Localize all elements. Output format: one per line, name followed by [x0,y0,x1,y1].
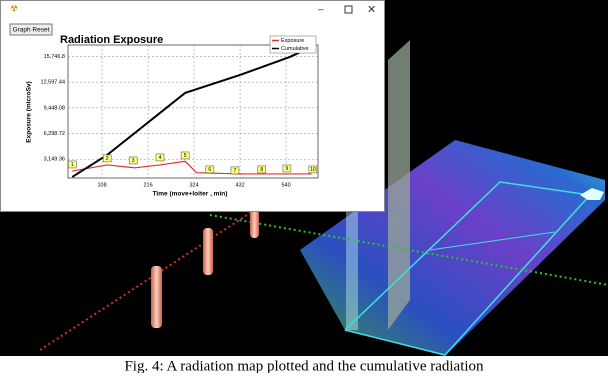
chart-title: Radiation Exposure [60,34,163,46]
x-tick-label: 540 [281,182,290,188]
screenshot: ☢ – ✕ Graph Reset Radiation Exposure Tim… [0,0,608,373]
point-marker-label: 9 [286,166,289,172]
x-tick-label: 432 [235,182,244,188]
point-marker-label: 5 [184,153,187,159]
point-marker-label: 7 [234,168,237,174]
y-tick-label: 9,448.08 [44,105,65,111]
legend-label: Exposure [281,38,304,44]
y-tick-label: 3,149.36 [44,157,65,163]
point-marker-label: 6 [208,167,211,173]
pillar [203,228,213,275]
pillar [250,210,259,238]
legend-label: Cumulative [281,46,309,52]
point-marker-label: 2 [106,156,109,162]
y-tick-label: 12,597.44 [41,80,65,86]
point-marker-label: 4 [159,155,162,161]
point-marker-label: 1 [71,162,74,168]
point-marker-label: 10 [310,167,316,173]
app-icon: ☢ [10,3,18,13]
close-button[interactable]: ✕ [367,4,376,16]
point-marker-label: 8 [260,167,263,173]
x-tick-label: 216 [143,182,152,188]
pillar [151,266,162,328]
beam [346,200,358,330]
minimize-button[interactable]: – [318,5,324,16]
point-marker-label: 3 [132,158,135,164]
y-axis-label: Exposure (microSv) [26,81,33,142]
y-tick-label: 15,746.8 [44,54,65,60]
caption: Fig. 4: A radiation map plotted and the … [124,358,484,373]
x-axis-label: Time (move+loiter , min) [153,191,228,198]
x-tick-label: 108 [97,182,106,188]
x-tick-label: 324 [189,182,198,188]
y-tick-label: 6,298.72 [44,131,65,137]
page: {"window":{"button":"Graph Reset"}, "cap… [0,0,608,373]
graph-reset-label[interactable]: Graph Reset [13,27,50,34]
